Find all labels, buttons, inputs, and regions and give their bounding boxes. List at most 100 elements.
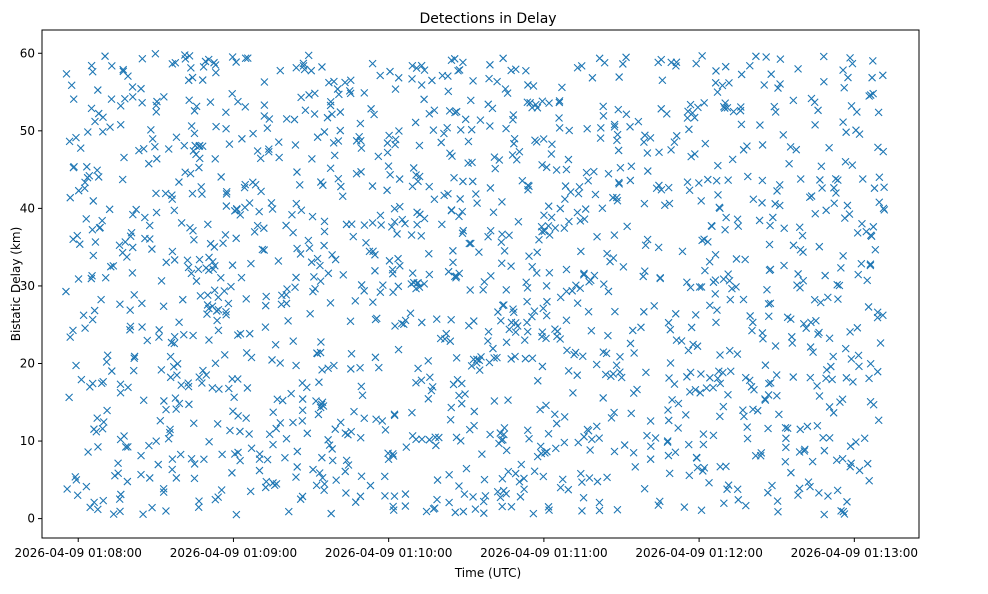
data-point-marker [89,197,98,205]
data-point-marker [736,103,745,111]
data-point-marker [197,379,206,387]
data-point-marker [168,195,177,204]
data-point-marker [171,394,180,403]
x-tick-label: 2026-04-09 01:09:00 [170,546,297,560]
data-point-marker [667,145,675,154]
data-point-marker [584,176,593,185]
data-point-marker [436,334,445,343]
data-point-marker [98,216,107,225]
data-point-marker [733,350,742,359]
data-point-marker [450,173,458,182]
data-point-marker [720,104,729,112]
data-point-marker [480,475,489,484]
data-point-marker [203,220,212,229]
data-point-marker [642,368,650,377]
data-point-marker [165,428,174,437]
data-point-marker [72,361,80,370]
data-point-marker [565,217,573,226]
data-point-marker [494,308,502,316]
data-point-marker [874,416,883,425]
data-point-marker [431,433,440,442]
data-point-marker [643,149,652,157]
data-point-marker [304,236,313,245]
data-point-marker [199,366,207,375]
data-point-marker [318,63,326,71]
data-point-marker [520,485,528,494]
data-point-marker [697,197,706,205]
data-point-marker [817,162,826,171]
data-point-marker [542,163,551,172]
data-point-marker [116,101,125,110]
data-point-marker [292,199,301,208]
data-point-marker [119,65,128,74]
data-point-marker [646,417,655,425]
data-point-marker [284,316,292,325]
data-point-marker [683,114,692,122]
data-point-marker [498,474,507,483]
data-point-marker [166,373,175,382]
data-point-marker [576,284,585,293]
data-point-marker [206,98,215,106]
data-point-marker [362,238,370,247]
data-point-marker [830,183,838,192]
data-point-marker [767,70,776,79]
data-point-marker [327,509,336,518]
data-point-marker [693,463,702,472]
data-point-marker [833,280,842,289]
data-point-marker [756,451,765,460]
data-point-marker [307,154,316,163]
data-point-marker [370,110,378,119]
data-point-marker [328,250,337,259]
data-point-marker [614,105,623,114]
data-point-marker [496,429,505,437]
data-point-marker [314,410,323,419]
data-point-marker [835,281,844,290]
data-point-marker [795,223,804,232]
data-point-marker [388,269,397,278]
data-point-marker [603,249,611,258]
data-point-marker [677,337,686,345]
data-point-marker [694,103,702,112]
data-point-marker [515,147,524,156]
data-point-marker [222,307,230,316]
data-point-marker [152,437,161,445]
data-point-marker [401,502,410,510]
data-point-marker [602,349,611,358]
data-point-marker [106,123,114,131]
data-point-marker [145,441,153,450]
data-point-marker [725,346,734,355]
data-point-marker [455,482,463,490]
data-point-marker [479,285,488,294]
data-point-marker [765,240,774,249]
data-point-marker [132,205,141,214]
data-point-marker [181,55,190,63]
data-point-marker [127,228,136,237]
data-point-marker [540,211,548,220]
data-point-marker [619,262,628,271]
data-point-marker [580,269,588,278]
data-point-marker [773,497,782,506]
data-point-marker [614,178,623,187]
data-point-marker [699,430,708,439]
data-point-marker [690,150,699,158]
data-point-marker [365,247,374,256]
data-point-marker [324,364,333,373]
data-point-marker [346,89,355,98]
data-point-marker [565,126,574,135]
data-point-marker [465,239,474,248]
data-point-marker [573,299,582,308]
data-point-marker [408,74,416,83]
data-point-marker [584,426,593,435]
data-point-marker [643,431,651,440]
data-point-marker [277,291,286,300]
data-point-marker [786,142,795,151]
data-point-marker [539,304,548,313]
data-point-marker [705,373,714,382]
data-point-marker [599,112,608,120]
data-point-marker [587,435,596,444]
data-point-marker [288,210,296,219]
data-point-marker [395,202,404,211]
data-point-marker [547,213,556,222]
data-point-marker [803,422,812,431]
data-point-marker [714,191,722,199]
